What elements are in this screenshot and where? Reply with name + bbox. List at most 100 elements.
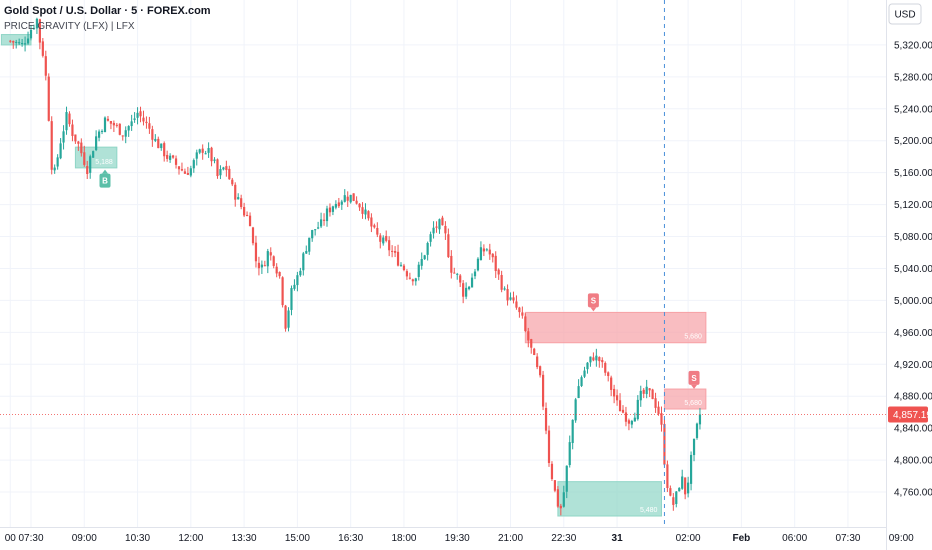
candle-body <box>610 377 613 390</box>
candle-body <box>12 41 15 43</box>
candle-body <box>77 141 80 144</box>
candle-body <box>476 258 480 271</box>
price-tick-label: 4,840.00 <box>894 424 932 435</box>
candle-body <box>485 249 488 251</box>
candle-body <box>189 168 192 176</box>
candle-body <box>180 169 184 171</box>
candle-body <box>328 207 332 213</box>
candle-body <box>444 225 447 234</box>
indicator-label[interactable]: PRICE GRAVITY (LFX) | LFX <box>4 21 135 32</box>
candle-body <box>559 505 562 509</box>
candle-body <box>311 230 314 239</box>
time-tick-label: Feb <box>733 533 751 544</box>
time-tick-label: 09:00 <box>72 533 97 544</box>
marker-pointer <box>590 307 597 312</box>
candle-body <box>166 154 169 159</box>
candle-body <box>666 464 669 489</box>
candle-body <box>393 251 397 253</box>
candle-body <box>450 255 453 273</box>
price-tick-label: 4,800.00 <box>894 456 932 467</box>
candle-body <box>547 430 551 464</box>
chart-grid <box>0 0 886 527</box>
time-tick-label: 21:00 <box>498 533 523 544</box>
candle-body <box>598 357 601 362</box>
candle-body <box>417 264 420 277</box>
candle-body <box>562 492 565 507</box>
candle-body <box>97 131 101 138</box>
candle-body <box>293 284 296 289</box>
marker-text: B <box>102 177 108 186</box>
candle-body <box>240 198 243 208</box>
marker-badge <box>587 293 599 308</box>
candle-body <box>260 264 263 268</box>
candle-body <box>497 269 500 275</box>
candle-body <box>500 274 503 290</box>
candle-body <box>607 372 610 377</box>
time-tick-label: 09:00 <box>889 533 914 544</box>
candle-body <box>322 219 326 221</box>
candle-body <box>278 272 281 277</box>
symbol-title[interactable]: Gold Spot / U.S. Dollar · 5 · FOREX.com <box>4 5 211 17</box>
marker-pointer <box>102 169 108 174</box>
candle-body <box>121 135 124 137</box>
candle-body <box>257 262 261 269</box>
marker-text: S <box>591 296 597 305</box>
candle-body <box>275 266 278 274</box>
candle-body <box>592 357 595 361</box>
candle-body <box>284 305 287 329</box>
candle-body <box>692 438 696 456</box>
candle-body <box>32 27 36 29</box>
price-tick-label: 5,040.00 <box>894 264 932 275</box>
marker-badge <box>99 173 111 188</box>
candle-body <box>237 197 240 200</box>
candle-body <box>219 169 222 176</box>
candle-body <box>438 219 441 230</box>
candle-body <box>207 148 210 153</box>
candle-body <box>565 465 568 492</box>
candle-body <box>136 112 139 118</box>
candle-body <box>530 339 533 348</box>
buy-signal-marker: B <box>99 169 111 188</box>
candle-body <box>305 250 308 254</box>
zone-label: 5,188 <box>95 159 113 166</box>
candle-body <box>80 142 83 154</box>
candle-body <box>299 270 302 276</box>
time-tick-label: 12:00 <box>178 533 203 544</box>
currency-button[interactable]: USD <box>888 3 922 25</box>
candle-body <box>44 56 47 76</box>
candle-body <box>290 288 293 310</box>
candle-body <box>115 124 118 126</box>
zones-layer: 5,188 5,680 5,680 5,480 <box>0 34 707 517</box>
candle-body <box>698 414 702 425</box>
candle-body <box>491 253 494 258</box>
candle-body <box>118 123 121 135</box>
time-axis-panel <box>0 527 886 550</box>
candle-body <box>456 273 459 275</box>
candle-body <box>169 155 172 160</box>
candle-body <box>364 209 367 215</box>
candle-body <box>21 43 24 45</box>
candle-body <box>334 203 337 208</box>
candle-body <box>234 184 237 200</box>
candle-body <box>586 362 589 370</box>
candle-body <box>577 386 580 399</box>
candle-body <box>302 253 305 271</box>
candle-body <box>92 151 95 158</box>
candle-body <box>660 413 663 425</box>
time-tick-label: 13:30 <box>232 533 257 544</box>
candle-body <box>346 196 349 201</box>
candle-body <box>678 487 681 492</box>
candle-body <box>589 356 592 363</box>
candle-body <box>56 157 59 167</box>
price-tick-label: 4,880.00 <box>894 392 932 403</box>
candle-body <box>639 390 642 401</box>
candle-body <box>624 412 628 422</box>
candle-body <box>83 152 86 165</box>
candle-body <box>509 297 512 300</box>
candle-body <box>669 488 672 496</box>
candle-body <box>675 491 678 504</box>
candle-body <box>524 316 527 331</box>
candle-body <box>396 251 400 266</box>
candle-body <box>618 400 622 412</box>
